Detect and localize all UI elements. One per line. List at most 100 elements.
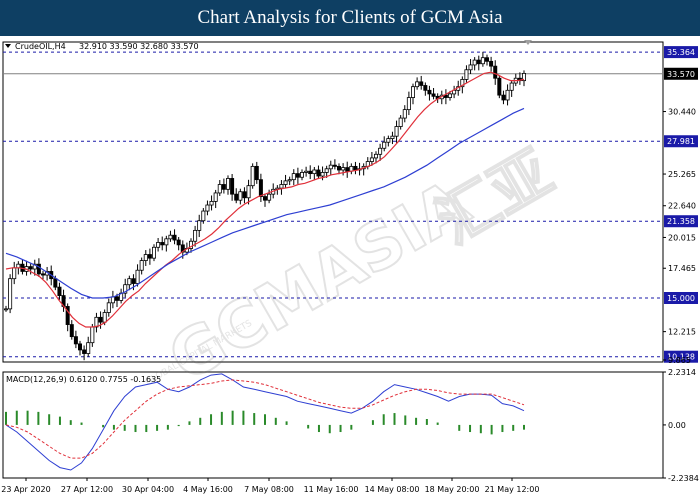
legends: CrudeOIL,H4 32.910 33.590 32.680 33.570 … bbox=[6, 42, 199, 384]
y-tick-label: 20.015 bbox=[668, 233, 696, 242]
candle-body bbox=[225, 178, 230, 190]
page-title: Chart Analysis for Clients of GCM Asia bbox=[197, 7, 503, 28]
candle-body bbox=[505, 89, 510, 101]
candle-body bbox=[57, 286, 62, 296]
candle-body bbox=[73, 336, 78, 345]
candle-body bbox=[131, 278, 136, 284]
candle-body bbox=[188, 240, 193, 249]
candle-body bbox=[151, 246, 156, 259]
candle-body bbox=[254, 165, 259, 181]
y-tick-label: 30.440 bbox=[668, 108, 696, 117]
price-panel-border bbox=[2, 41, 664, 363]
candle-body bbox=[378, 147, 383, 155]
candle-body bbox=[324, 168, 329, 173]
moving-averages bbox=[5, 71, 525, 328]
macd-panel bbox=[5, 373, 525, 471]
candle-body bbox=[398, 117, 403, 127]
candle-body bbox=[8, 278, 13, 310]
candle-body bbox=[373, 153, 378, 159]
candle-body bbox=[320, 172, 325, 177]
candle-body bbox=[501, 94, 506, 101]
x-tick-label: 7 May 08:00 bbox=[244, 485, 294, 494]
candle-body bbox=[406, 97, 411, 111]
candle-body bbox=[341, 167, 346, 171]
candle-body bbox=[460, 79, 465, 88]
candle-body bbox=[390, 135, 395, 140]
candle-body bbox=[172, 234, 177, 241]
level-label: 27.981 bbox=[667, 137, 695, 146]
x-tick-label: 30 Apr 04:00 bbox=[122, 485, 174, 494]
series-line bbox=[5, 71, 525, 328]
series-line bbox=[5, 373, 525, 471]
candle-body bbox=[135, 269, 140, 284]
candle-body bbox=[98, 316, 103, 323]
candle-body bbox=[53, 278, 58, 288]
candle-body bbox=[217, 184, 222, 194]
candle-body bbox=[328, 164, 333, 170]
candle-body bbox=[287, 179, 292, 182]
candle-body bbox=[419, 81, 424, 86]
level-label: 10.138 bbox=[667, 353, 695, 362]
candle-body bbox=[4, 308, 9, 311]
x-tick-label: 27 Apr 12:00 bbox=[61, 485, 113, 494]
candle-body bbox=[386, 138, 391, 143]
candle-body bbox=[221, 184, 226, 190]
candle-body bbox=[509, 82, 514, 91]
candle-body bbox=[201, 210, 206, 222]
candle-body bbox=[497, 77, 502, 96]
candle-body bbox=[443, 94, 448, 98]
candle-body bbox=[115, 296, 120, 301]
level-label-box bbox=[664, 292, 698, 304]
candle-body bbox=[472, 59, 477, 66]
macd-tick-label: 0.00 bbox=[668, 421, 686, 430]
candle-body bbox=[41, 273, 46, 276]
candle-body bbox=[382, 141, 387, 149]
level-label: 21.358 bbox=[667, 217, 695, 226]
y-tick-label: 17.465 bbox=[668, 264, 696, 273]
candle-body bbox=[197, 220, 202, 231]
candle-body bbox=[147, 254, 152, 259]
candle-body bbox=[431, 93, 436, 97]
level-label-box bbox=[664, 46, 698, 59]
candle-body bbox=[304, 170, 309, 173]
candle-body bbox=[238, 191, 243, 201]
candle-body bbox=[90, 326, 95, 344]
candle-body bbox=[242, 191, 247, 199]
candle-body bbox=[127, 278, 132, 286]
candle-body bbox=[168, 234, 173, 240]
watermark: GCMASIA 汇亚 GLOBAL CAPITAL MARKETS bbox=[144, 136, 565, 398]
candle-body bbox=[213, 192, 218, 202]
candle-body bbox=[316, 169, 321, 177]
candle-body bbox=[369, 157, 374, 162]
candle-body bbox=[258, 179, 263, 197]
candle-body bbox=[230, 178, 235, 195]
x-tick-label: 14 May 08:00 bbox=[365, 485, 420, 494]
candle-body bbox=[336, 165, 341, 171]
symbol-label: CrudeOIL,H4 bbox=[15, 42, 66, 51]
ohlc-label: 32.910 33.590 32.680 33.570 bbox=[79, 42, 199, 51]
last-price-label: 33.570 bbox=[667, 70, 695, 79]
x-tick-label: 4 May 16:00 bbox=[183, 485, 233, 494]
series-line bbox=[5, 107, 525, 299]
candle-body bbox=[423, 85, 428, 91]
candle-body bbox=[489, 60, 494, 67]
macd-label: MACD(12,26,9) 0.6120 0.7755 -0.1635 bbox=[6, 375, 161, 384]
candle-body bbox=[312, 169, 317, 175]
macd-tick-label: 2.2314 bbox=[668, 368, 696, 377]
candle-body bbox=[299, 172, 304, 178]
candle-body bbox=[32, 263, 37, 270]
candle-body bbox=[308, 170, 313, 175]
candle-body bbox=[394, 126, 399, 137]
candle-body bbox=[193, 229, 198, 242]
y-tick-label: 25.265 bbox=[668, 170, 696, 179]
candle-body bbox=[86, 342, 91, 354]
candle-body bbox=[36, 263, 41, 275]
candle-body bbox=[493, 65, 498, 79]
candle-body bbox=[415, 81, 420, 88]
candle-body bbox=[345, 167, 350, 172]
candle-body bbox=[250, 165, 255, 187]
candle-body bbox=[267, 193, 272, 201]
shift-marker-icon bbox=[524, 40, 532, 45]
candle-body bbox=[262, 196, 267, 201]
